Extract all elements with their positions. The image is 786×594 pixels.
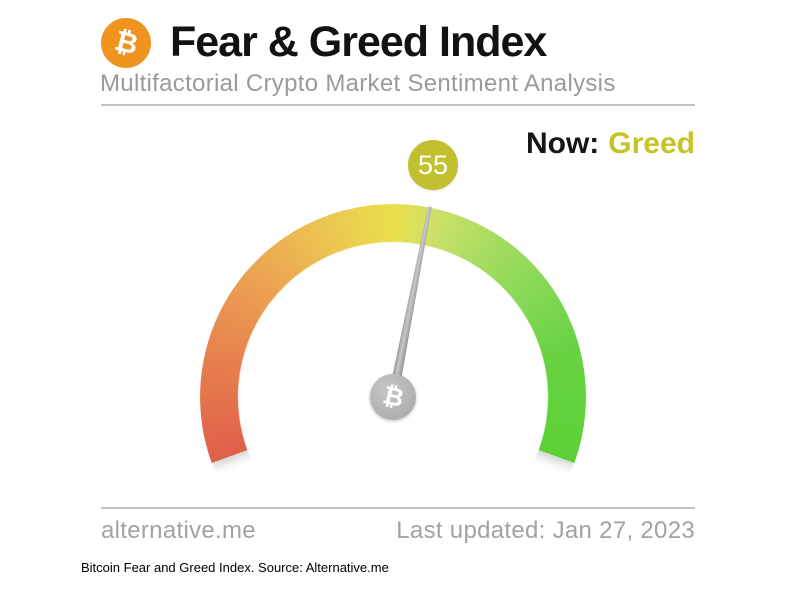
bitcoin-glyph: ₿ bbox=[111, 24, 141, 61]
image-caption: Bitcoin Fear and Greed Index. Source: Al… bbox=[81, 560, 389, 575]
sentiment-classification: Greed bbox=[608, 127, 695, 160]
gauge-value-badge: 55 bbox=[408, 140, 458, 190]
bitcoin-icon: ₿ bbox=[379, 380, 407, 413]
current-sentiment: Now: Greed bbox=[526, 127, 695, 161]
header-divider bbox=[101, 104, 695, 106]
sentiment-gauge: ₿ bbox=[200, 204, 586, 590]
bitcoin-icon: ₿ bbox=[101, 18, 151, 68]
page-subtitle: Multifactorial Crypto Market Sentiment A… bbox=[100, 70, 616, 97]
gauge-hub: ₿ bbox=[370, 374, 416, 420]
last-updated: Last updated: Jan 27, 2023 bbox=[396, 517, 695, 544]
now-label: Now: bbox=[525, 127, 600, 160]
site-name: alternative.me bbox=[101, 517, 256, 544]
page-title: Fear & Greed Index bbox=[170, 18, 547, 66]
footer-divider bbox=[101, 507, 695, 509]
